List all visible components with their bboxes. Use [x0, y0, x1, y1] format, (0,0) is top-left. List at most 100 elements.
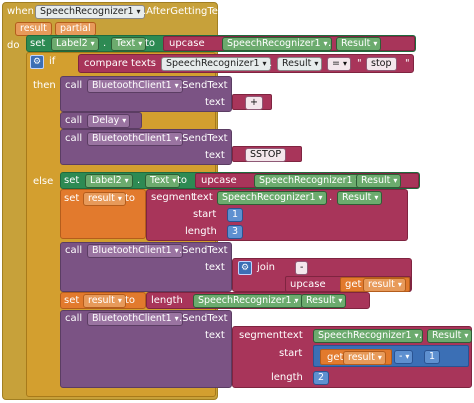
param-partial[interactable]: partial [55, 22, 96, 36]
start-number[interactable]: 1 [227, 208, 244, 222]
source-property-dropdown[interactable]: Result [356, 174, 402, 188]
set-result-segment-block[interactable]: set result to [60, 189, 146, 239]
set-result-length-block[interactable]: set result to [60, 292, 146, 309]
literal-value[interactable]: + [245, 96, 263, 110]
join-literal[interactable]: - [295, 261, 309, 275]
upcase-block[interactable]: upcase SpeechRecognizer1 . Result [195, 173, 419, 188]
length-param-label: length [185, 226, 217, 237]
operator-dropdown[interactable]: - [394, 350, 414, 364]
compare-operator-dropdown[interactable]: = [327, 57, 351, 71]
sendtext-sstop-block[interactable]: call BluetoothClient1 .SendText text [60, 129, 232, 165]
length-source-dropdown[interactable]: SpeechRecognizer1 [193, 294, 303, 308]
compare-texts-block[interactable]: compare texts SpeechRecognizer1 . Result… [78, 54, 414, 73]
get-keyword: get [345, 279, 362, 290]
length-number[interactable]: 3 [227, 225, 244, 239]
method-label: .SendText [179, 80, 228, 91]
event-handler-label: .AfterGettingText [143, 6, 228, 17]
else-keyword: else [33, 176, 54, 187]
if-keyword: if [49, 56, 56, 67]
text-literal-plus[interactable]: + [232, 94, 272, 110]
segment-label: segment [151, 192, 195, 203]
dot-sep: . [419, 330, 423, 341]
segment-block[interactable]: segment text SpeechRecognizer1 . Result … [232, 326, 473, 388]
segment-property-dropdown[interactable]: Result [337, 191, 383, 205]
segment-label: segment [239, 330, 283, 341]
subtract-number[interactable]: 1 [424, 350, 441, 364]
source-property-dropdown[interactable]: Result [336, 37, 382, 51]
do-keyword: do [7, 40, 20, 51]
bt-component-dropdown[interactable]: BluetoothClient1 [87, 244, 183, 258]
text-param-label: text [205, 97, 225, 108]
dot-sep: . [328, 38, 332, 49]
component-dropdown[interactable]: Label2 [51, 37, 99, 51]
get-variable-dropdown[interactable]: result [343, 351, 386, 365]
dot-sep: . [329, 192, 333, 203]
sendtext-join-block[interactable]: call BluetoothClient1 .SendText text [60, 242, 232, 292]
quote-right: " [405, 58, 410, 69]
sendtext-segment-block[interactable]: call BluetoothClient1 .SendText text [60, 310, 232, 388]
method-label: .SendText [179, 133, 228, 144]
text-param-label: text [193, 192, 213, 203]
dot-sep: . [137, 175, 141, 186]
literal-value[interactable]: SSTOP [245, 148, 287, 162]
compare-property-dropdown[interactable]: Result [277, 57, 323, 71]
length-number[interactable]: 2 [313, 371, 330, 385]
dot-sep: . [293, 295, 297, 306]
upcase-label: upcase [201, 175, 237, 186]
set-keyword: set [64, 193, 80, 204]
segment-source-dropdown[interactable]: SpeechRecognizer1 [217, 191, 327, 205]
upcase-label: upcase [290, 279, 326, 290]
dot-sep: . [103, 38, 107, 49]
compare-source-dropdown[interactable]: SpeechRecognizer1 [161, 57, 271, 71]
join-label: join [257, 262, 276, 273]
sendtext-plus-block[interactable]: call BluetoothClient1 .SendText text [60, 76, 232, 112]
start-param-label: start [193, 209, 217, 220]
gear-icon[interactable]: ⚙ [30, 55, 44, 69]
call-keyword: call [65, 115, 83, 126]
get-variable-block[interactable]: get result [340, 277, 410, 292]
text-param-label: text [283, 330, 303, 341]
event-component-dropdown[interactable]: SpeechRecognizer1 [35, 5, 145, 19]
segment-property-dropdown[interactable]: Result [427, 329, 473, 343]
then-keyword: then [33, 80, 56, 91]
param-result[interactable]: result [15, 22, 52, 36]
to-keyword: to [125, 193, 136, 204]
segment-source-dropdown[interactable]: SpeechRecognizer1 [313, 329, 423, 343]
compare-value-text[interactable]: stop [366, 57, 397, 71]
variable-dropdown[interactable]: result [83, 192, 126, 206]
text-literal-sstop[interactable]: SSTOP [232, 146, 302, 162]
bt-component-dropdown[interactable]: BluetoothClient1 [87, 79, 183, 93]
upcase-block[interactable]: upcase get result [285, 276, 411, 292]
set-label-text-block[interactable]: set Label2 . Text to upcase SpeechRecogn… [26, 35, 416, 52]
start-param-label: start [279, 348, 303, 359]
property-dropdown[interactable]: Text [145, 174, 181, 188]
join-block[interactable]: ⚙ join - upcase get result [232, 258, 412, 292]
to-keyword: to [145, 38, 156, 49]
method-label: .SendText [179, 313, 228, 324]
dot-sep: . [269, 58, 273, 69]
set-keyword: set [64, 175, 80, 186]
call-delay-block[interactable]: call Delay [60, 112, 142, 129]
get-variable-dropdown[interactable]: result [363, 278, 406, 292]
subtract-block[interactable]: get result - 1 [313, 345, 469, 367]
component-dropdown[interactable]: Label2 [85, 174, 133, 188]
length-block[interactable]: length SpeechRecognizer1 . Result [146, 292, 370, 309]
set-label-text-block-else[interactable]: set Label2 . Text to upcase SpeechRecogn… [60, 172, 420, 189]
text-param-label: text [205, 262, 225, 273]
variable-dropdown[interactable]: result [83, 294, 126, 308]
bt-component-dropdown[interactable]: BluetoothClient1 [87, 312, 183, 326]
length-property-dropdown[interactable]: Result [301, 294, 347, 308]
source-component-dropdown[interactable]: SpeechRecognizer1 [222, 37, 332, 51]
method-label: .SendText [179, 245, 228, 256]
text-param-label: text [205, 150, 225, 161]
delay-dropdown[interactable]: Delay [87, 114, 131, 128]
property-dropdown[interactable]: Text [111, 37, 147, 51]
call-keyword: call [65, 80, 83, 91]
gear-icon[interactable]: ⚙ [238, 261, 252, 275]
quote-left: " [357, 58, 362, 69]
bt-component-dropdown[interactable]: BluetoothClient1 [87, 132, 183, 146]
get-variable-block[interactable]: get result [320, 349, 392, 365]
upcase-block[interactable]: upcase SpeechRecognizer1 . Result [163, 36, 415, 51]
segment-block[interactable]: segment text SpeechRecognizer1 . Result … [146, 189, 408, 241]
set-keyword: set [30, 38, 46, 49]
